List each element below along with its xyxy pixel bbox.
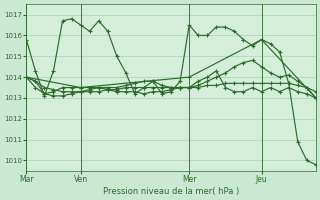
X-axis label: Pression niveau de la mer( hPa ): Pression niveau de la mer( hPa ) (103, 187, 239, 196)
